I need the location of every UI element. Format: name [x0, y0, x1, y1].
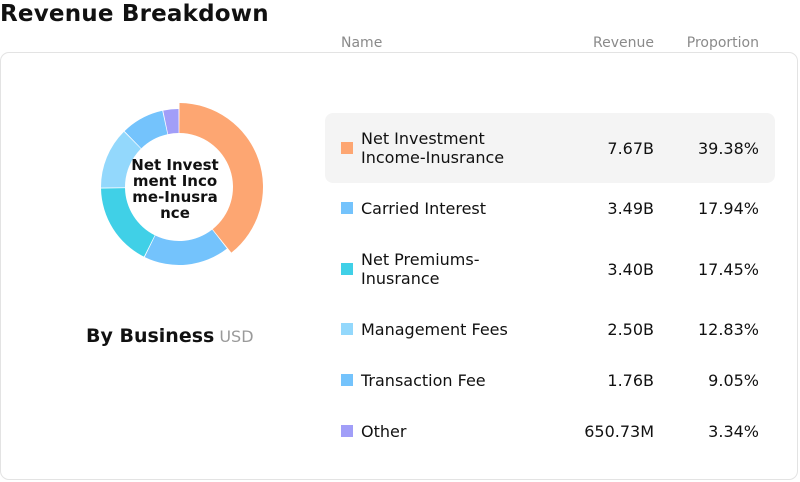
- legend-swatch: [341, 202, 353, 214]
- row-revenue: 3.49B: [607, 198, 654, 218]
- donut-slice[interactable]: [179, 103, 263, 253]
- donut-slice[interactable]: [101, 131, 141, 188]
- chart-caption: By Business USD: [86, 325, 254, 347]
- row-revenue: 7.67B: [607, 138, 654, 158]
- row-revenue: 1.76B: [607, 370, 654, 390]
- donut-slice[interactable]: [144, 229, 227, 265]
- row-proportion: 3.34%: [708, 421, 759, 441]
- page-title: Revenue Breakdown: [0, 1, 269, 27]
- legend-swatch: [341, 263, 353, 275]
- row-name: Management Fees: [361, 319, 508, 339]
- row-proportion: 39.38%: [697, 138, 759, 158]
- donut-slice[interactable]: [163, 109, 179, 135]
- row-name: Carried Interest: [361, 198, 487, 218]
- legend-swatch: [341, 374, 353, 386]
- donut-slice[interactable]: [124, 110, 168, 149]
- currency-unit: USD: [219, 327, 254, 346]
- row-name: Net Investment Income-Inusrance: [361, 129, 505, 167]
- legend-swatch: [341, 425, 353, 437]
- table-row[interactable]: Net Premiums-Inusrance 3.40B 17.45%: [325, 234, 775, 304]
- donut-center-label: Net Investment Income-Inusrance: [131, 156, 219, 222]
- table-row[interactable]: Other 650.73M 3.34%: [325, 396, 775, 466]
- table-row[interactable]: Management Fees 2.50B 12.83%: [325, 294, 775, 364]
- chart-caption-title: By Business: [86, 325, 215, 347]
- row-name: Net Premiums-Inusrance: [361, 250, 480, 288]
- table-row[interactable]: Carried Interest 3.49B 17.94%: [325, 173, 775, 243]
- row-proportion: 17.94%: [697, 198, 759, 218]
- row-name: Other: [361, 421, 407, 441]
- breakdown-table: Name Revenue Proportion: [325, 35, 775, 61]
- row-proportion: 17.45%: [697, 259, 759, 279]
- row-proportion: 12.83%: [697, 319, 759, 339]
- table-header: Name Revenue Proportion: [325, 35, 775, 61]
- donut-chart[interactable]: [94, 102, 264, 272]
- donut-svg: [101, 103, 263, 265]
- row-revenue: 3.40B: [607, 259, 654, 279]
- row-revenue: 650.73M: [584, 421, 654, 441]
- table-row[interactable]: Net Investment Income-Inusrance 7.67B 39…: [325, 113, 775, 183]
- legend-swatch: [341, 142, 353, 154]
- row-proportion: 9.05%: [708, 370, 759, 390]
- legend-swatch: [341, 323, 353, 335]
- donut-slice[interactable]: [101, 188, 155, 257]
- header-revenue[interactable]: Revenue: [593, 35, 654, 51]
- row-name: Transaction Fee: [361, 370, 486, 390]
- row-revenue: 2.50B: [607, 319, 654, 339]
- header-name: Name: [341, 35, 383, 51]
- header-proportion[interactable]: Proportion: [686, 35, 759, 51]
- table-row[interactable]: Transaction Fee 1.76B 9.05%: [325, 345, 775, 415]
